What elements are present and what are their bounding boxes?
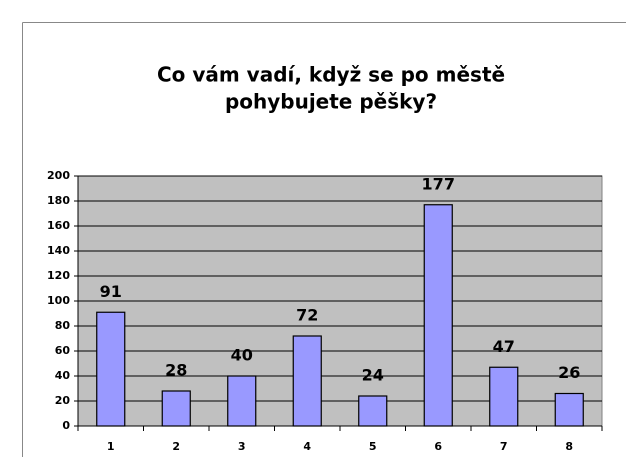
y-tick-label: 80 [55, 319, 71, 332]
bar [96, 311, 126, 427]
y-tick-label: 200 [47, 169, 70, 182]
chart-title: Co vám vadí, když se po městě [157, 63, 505, 87]
y-tick-label: 100 [47, 294, 70, 307]
data-label: 28 [165, 361, 187, 380]
y-tick-label: 0 [62, 419, 70, 432]
chart-title: pohybujete pěšky? [225, 90, 437, 114]
y-tick-label: 60 [55, 344, 71, 357]
x-tick-label: 3 [238, 440, 246, 453]
bar [161, 390, 191, 427]
data-label: 26 [558, 363, 580, 382]
bar [292, 335, 322, 427]
data-label: 72 [296, 306, 318, 325]
bar [489, 366, 519, 427]
x-tick-label: 2 [172, 440, 180, 453]
data-label: 47 [493, 337, 515, 356]
y-tick-label: 40 [55, 369, 71, 382]
x-tick-label: 8 [565, 440, 573, 453]
y-tick-label: 160 [47, 219, 70, 232]
data-label: 24 [362, 366, 384, 385]
y-tick-label: 120 [47, 269, 70, 282]
bar [358, 395, 388, 427]
data-label: 91 [100, 282, 122, 301]
bar [554, 392, 584, 427]
x-tick-label: 6 [434, 440, 442, 453]
x-tick-label: 5 [369, 440, 377, 453]
bar [227, 375, 257, 427]
data-label: 177 [422, 174, 455, 193]
y-tick-label: 180 [47, 194, 70, 207]
x-tick-label: 1 [107, 440, 115, 453]
x-tick-label: 4 [303, 440, 311, 453]
data-label: 40 [231, 346, 253, 365]
bar [423, 204, 453, 427]
y-tick-label: 140 [47, 244, 70, 257]
y-tick-label: 20 [55, 394, 71, 407]
x-tick-label: 7 [500, 440, 508, 453]
